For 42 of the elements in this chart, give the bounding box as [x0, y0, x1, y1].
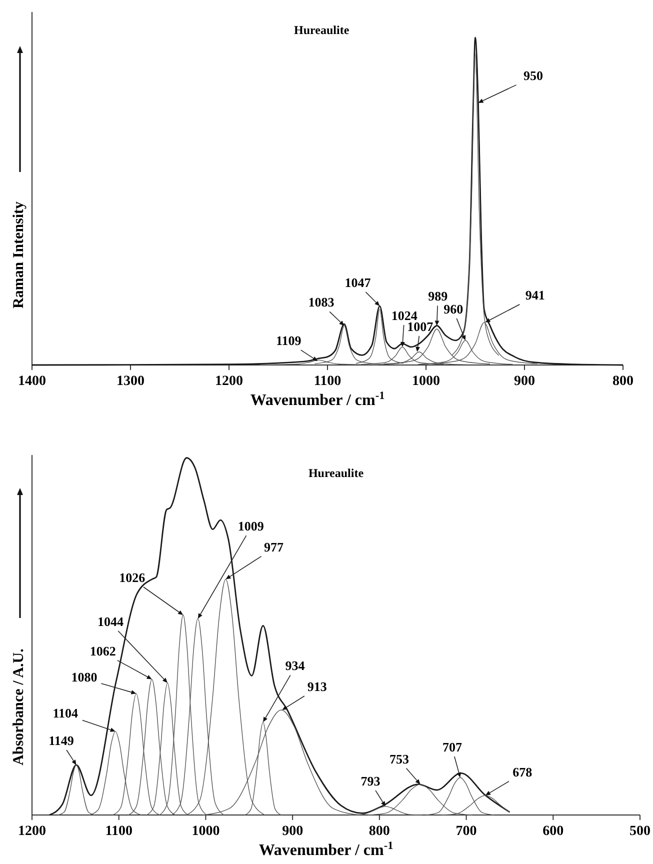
annotation: 941 — [525, 287, 545, 302]
annotation: 1062 — [90, 643, 116, 658]
text: Hureaulite — [308, 466, 364, 480]
annotation: 1047 — [344, 275, 372, 290]
annotation: 989 — [428, 288, 448, 304]
annotation: 793 — [360, 773, 381, 788]
x-axis-title: Wavenumber / cm$^{-1}$ — [258, 840, 394, 859]
annotation: 707 — [442, 739, 462, 754]
x-tick-label: 1400 — [18, 374, 46, 389]
x-tick-label: 1000 — [192, 824, 220, 839]
annotation: 753 — [390, 751, 410, 766]
x-tick-label: 1300 — [116, 374, 144, 389]
x-tick-label: 800 — [368, 824, 390, 839]
x-tick-label: 1100 — [105, 824, 132, 839]
y-axis-title: Raman Intensity — [11, 200, 28, 309]
x-tick-label: 1000 — [412, 374, 440, 389]
y-axis-title: Absorbance / A.U. — [11, 648, 28, 766]
annotation: 1109 — [276, 333, 302, 348]
x-tick-label: 900 — [282, 824, 304, 839]
x-axis-title: Wavenumber / cm$^{-1}$ — [250, 390, 386, 409]
annotation: 1026 — [119, 570, 146, 585]
annotation: 977 — [264, 539, 284, 554]
x-tick-label: 1200 — [18, 824, 46, 839]
annotation: 1044 — [97, 614, 124, 629]
x-tick-label: 600 — [542, 824, 564, 839]
chart-title: Hureaulite — [294, 23, 350, 37]
x-tick-label: 900 — [514, 374, 535, 389]
annotation: 1080 — [71, 670, 98, 685]
x-tick-label: 800 — [612, 374, 634, 389]
annotation: 1104 — [52, 705, 79, 720]
annotation: 913 — [307, 678, 328, 694]
x-tick-label: 500 — [630, 824, 650, 839]
annotation: 1009 — [238, 518, 264, 534]
annotation: 950 — [523, 68, 543, 83]
annotation: 960 — [444, 301, 464, 316]
annotation: 1083 — [308, 294, 335, 310]
x-tick-label: 1200 — [215, 374, 243, 389]
annotation: 678 — [512, 764, 533, 780]
annotation: 1149 — [48, 732, 74, 748]
x-tick-label: 700 — [456, 824, 477, 839]
x-tick-label: 1100 — [314, 374, 342, 389]
annotation: 934 — [285, 658, 306, 674]
